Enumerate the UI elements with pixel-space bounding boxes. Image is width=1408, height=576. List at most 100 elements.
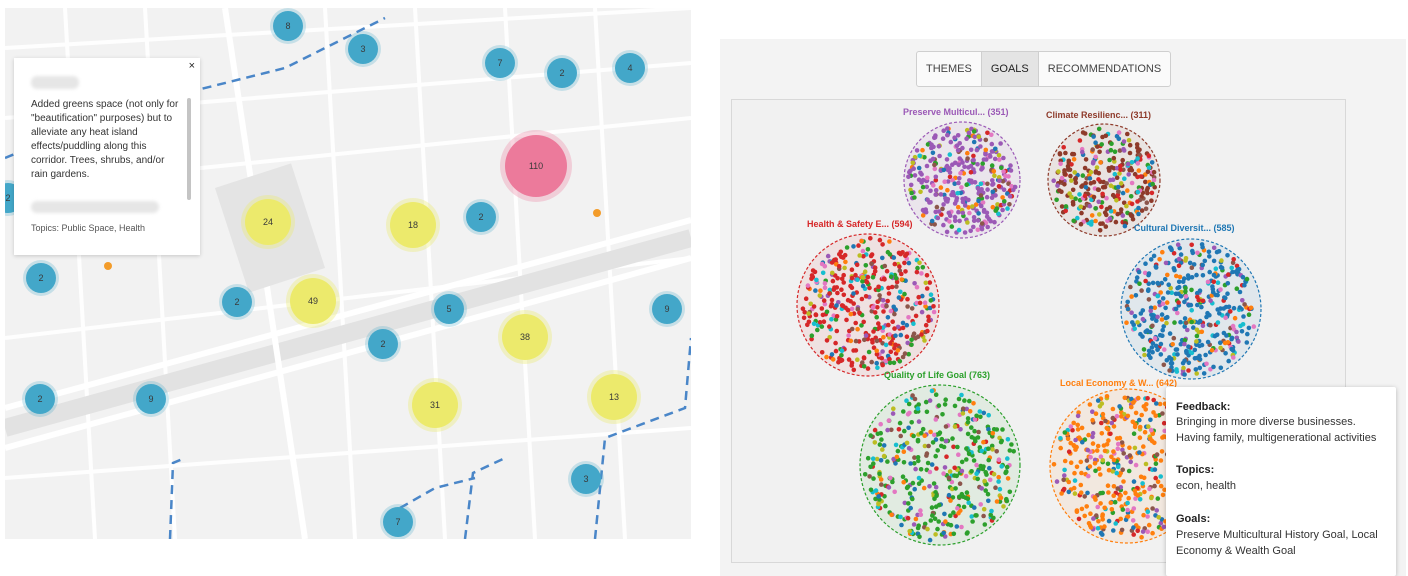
feedback-dot [1088,455,1093,460]
feedback-dot [935,215,941,221]
feedback-dot [829,317,834,322]
map-cluster[interactable]: 2 [222,287,252,317]
feedback-dot [1124,320,1129,325]
map-cluster[interactable]: 13 [591,374,637,420]
map-cluster[interactable]: 38 [502,314,548,360]
feedback-dot [874,456,880,462]
feedback-dot [857,310,862,316]
map-cluster[interactable]: 2 [26,263,56,293]
feedback-dot [1075,413,1081,419]
feedback-dot [1149,190,1155,196]
feedback-dot [1100,411,1106,417]
feedback-dot [996,184,1002,189]
map-cluster[interactable]: 18 [390,202,436,248]
feedback-dot [1057,151,1063,156]
popup-topics: Topics: Public Space, Health [31,223,146,233]
map-cluster[interactable]: 4 [615,53,645,83]
feedback-dot [1095,144,1100,149]
goal-bubble[interactable] [796,233,940,377]
goal-bubble[interactable] [1047,123,1161,237]
feedback-dot [941,202,946,207]
feedback-dot [927,484,932,489]
feedback-dot [947,174,953,180]
feedback-dot [1102,184,1108,190]
map-cluster[interactable]: 3 [571,464,601,494]
feedback-dot [1075,427,1081,432]
popup-scrollbar[interactable] [187,98,191,200]
feedback-dot [1008,163,1013,168]
feedback-dot [1162,347,1167,352]
feedback-dot [1051,462,1057,467]
feedback-dot [926,318,931,323]
map-pin[interactable] [104,262,112,270]
feedback-dot [997,157,1002,162]
feedback-dot [814,277,819,283]
map-cluster[interactable]: 7 [383,507,413,537]
map-cluster[interactable]: 9 [652,294,682,324]
goal-bubble[interactable] [1120,238,1262,380]
feedback-dot [934,466,939,471]
feedback-dot [1090,430,1096,436]
feedback-dot [871,476,876,481]
feedback-dot [979,448,984,454]
goal-bubble[interactable] [903,121,1021,239]
feedback-dot [1001,155,1006,161]
feedback-dot [1158,341,1164,347]
feedback-dot [1106,490,1111,495]
map-view[interactable]: 8 3 7 2 4 110 24 18 2 2 2 49 5 38 9 2 2 9 31 13 3 7 2 × Added … [5,8,691,539]
feedback-dot [849,285,855,290]
feedback-dot [978,502,983,507]
feedback-dot [956,209,961,215]
tab-themes[interactable]: THEMES [917,52,982,86]
map-cluster[interactable]: 110 [505,135,567,197]
feedback-dot [1183,285,1188,291]
map-cluster[interactable]: 31 [412,382,458,428]
map-cluster[interactable]: 3 [348,34,378,64]
feedback-dot [833,340,838,346]
feedback-dot [897,420,903,426]
feedback-dot [1182,341,1187,347]
map-cluster[interactable]: 8 [273,11,303,41]
feedback-dot [968,147,974,153]
feedback-dot [822,301,828,307]
map-cluster[interactable]: 5 [434,294,464,324]
feedback-dot [940,412,945,417]
feedback-dot [974,462,979,468]
map-cluster[interactable]: 24 [245,199,291,245]
map-cluster[interactable]: 9 [136,384,166,414]
tab-recommendations[interactable]: RECOMMENDATIONS [1047,63,1162,75]
feedback-dot [971,153,976,159]
tab-goals[interactable]: GOALS [981,52,1039,86]
feedback-dot [918,508,923,513]
feedback-dot [954,524,960,529]
feedback-dot [946,492,952,498]
feedback-dot [1095,443,1101,449]
feedback-dot [910,496,915,502]
feedback-dot [1146,153,1152,158]
feedback-dot [813,288,818,293]
feedback-dot [1139,412,1144,418]
feedback-dot [961,494,966,500]
feedback-dot [1104,195,1109,201]
feedback-dot [1160,301,1166,307]
map-pin[interactable] [593,209,601,217]
feedback-dot [842,265,847,271]
map-cluster[interactable]: 49 [290,278,336,324]
map-cluster[interactable]: 2 [368,329,398,359]
feedback-dot [990,430,996,436]
map-cluster[interactable]: 2 [466,202,496,232]
feedback-dot [983,137,989,143]
map-cluster[interactable]: 7 [485,48,515,78]
map-cluster[interactable]: 2 [547,58,577,88]
feedback-dot [992,156,998,162]
feedback-dot [972,436,977,442]
feedback-dot [932,516,938,521]
feedback-dot [976,198,981,204]
goal-label-cultural-diversity: Cultural Diversit... (585) [1134,223,1235,233]
map-cluster[interactable]: 2 [25,384,55,414]
feedback-dot [1141,404,1147,409]
feedback-dot [1098,472,1103,477]
goal-bubble[interactable] [859,384,1021,546]
close-icon[interactable]: × [188,60,195,72]
feedback-dot [1148,257,1154,262]
